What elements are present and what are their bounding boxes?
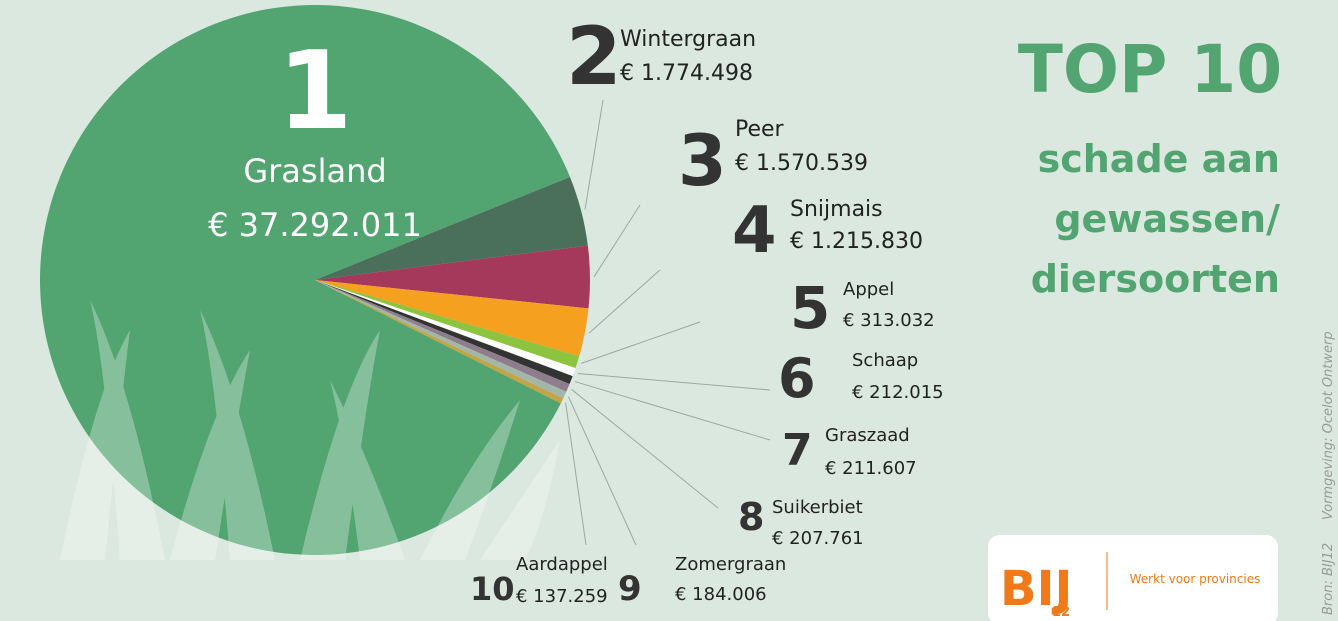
category-label: Wintergraan [620, 27, 756, 52]
category-label: Suikerbiet [772, 497, 863, 518]
rank: 7 [782, 425, 813, 476]
category-label: Appel [843, 279, 894, 300]
value-label: € 313.032 [843, 310, 935, 331]
rank: 1 [277, 29, 352, 154]
value-label: € 1.570.539 [735, 151, 868, 176]
value-label: € 1.774.498 [620, 61, 753, 86]
subtitle: gewassen/ [1054, 197, 1280, 241]
value-label: € 212.015 [852, 382, 944, 403]
logo-number: 12 [1052, 605, 1070, 620]
category-label: Peer [735, 117, 785, 142]
value-label: € 207.761 [772, 528, 864, 549]
leader-line [589, 270, 660, 333]
leader-line [568, 397, 636, 545]
category-label: Schaap [852, 350, 918, 371]
leader-line [575, 382, 770, 440]
leader-line [581, 322, 700, 363]
leader-line [572, 389, 718, 508]
leader-line [594, 205, 640, 277]
category-label: Aardappel [516, 554, 608, 575]
category-label: Graszaad [825, 425, 910, 446]
credit: Bron: BIJ12 [1321, 543, 1336, 615]
credit: Vormgeving: Ocelot Ontwerp [1321, 331, 1336, 520]
value-label: € 137.259 [516, 586, 608, 607]
logo-tagline: Werkt voor provincies [1130, 572, 1261, 586]
value-label: € 1.215.830 [790, 229, 923, 254]
rank: 6 [778, 347, 816, 410]
leader-line [566, 403, 586, 545]
leader-line [578, 373, 770, 390]
rank: 9 [618, 569, 642, 609]
rank: 3 [678, 120, 727, 202]
category-label: Zomergraan [675, 554, 786, 575]
value-label: € 184.006 [675, 584, 767, 605]
category-label: Grasland [243, 152, 386, 190]
value-label: € 37.292.011 [208, 206, 422, 244]
rank: 4 [732, 194, 777, 268]
rank: 5 [790, 274, 830, 342]
title: TOP 10 [1018, 31, 1282, 108]
infographic: TOP 10 schade aan gewassen/ diersoorten … [0, 0, 1338, 621]
subtitle: schade aan [1038, 137, 1280, 181]
rank: 8 [738, 495, 764, 539]
rank: 10 [470, 570, 515, 608]
rank: 2 [566, 10, 622, 103]
category-label: Snijmais [790, 197, 883, 222]
subtitle: diersoorten [1031, 257, 1280, 301]
value-label: € 211.607 [825, 458, 917, 479]
leader-line [585, 100, 603, 210]
